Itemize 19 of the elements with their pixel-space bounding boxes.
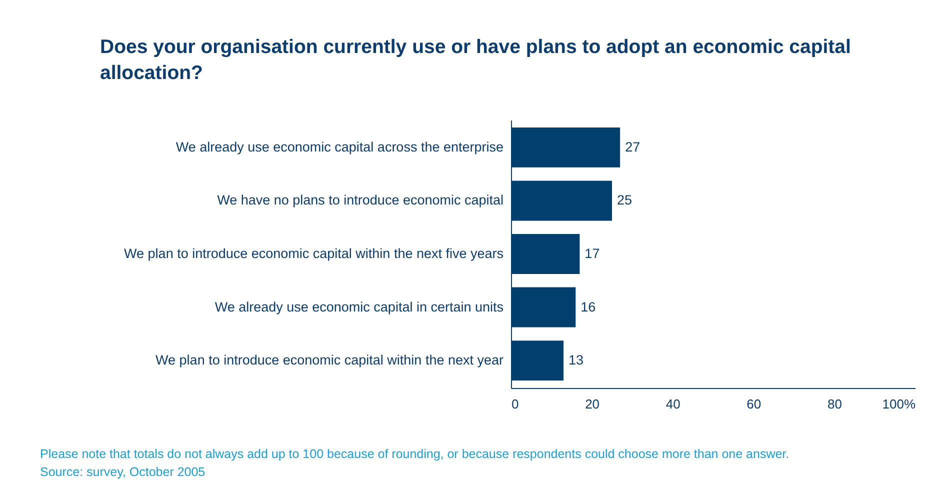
x-tick-label: 0 xyxy=(512,396,519,412)
y-tick-label: We plan to introduce economic capital within the next year xyxy=(156,352,504,368)
x-tick-label: 100% xyxy=(882,396,916,412)
y-tick-label: We plan to introduce economic capital within the next five years xyxy=(124,246,504,261)
source-note: Source: survey, October 2005 xyxy=(40,464,206,481)
data-label: 16 xyxy=(580,299,596,314)
y-tick-label: We have no plans to introduce economic capital xyxy=(217,192,504,208)
x-tick-label: 20 xyxy=(585,396,600,412)
x-tick-label: 40 xyxy=(666,396,680,412)
text: Please note that totals do not always add up to 100 because of rounding, or because respondents could choose more than one answer. xyxy=(40,446,790,463)
data-label: 25 xyxy=(617,192,632,208)
x-tick-label: 80 xyxy=(827,396,842,412)
y-tick-label: We already use economic capital across the enterprise xyxy=(176,139,504,154)
y-tick-label: We already use economic capital in certain units xyxy=(214,299,504,314)
data-label: 13 xyxy=(568,352,584,368)
x-tick-label: 60 xyxy=(746,396,762,412)
chart-title: Does your organisation currently use or have plans to adopt an economic capital allocation? xyxy=(100,35,852,86)
data-label: 27 xyxy=(625,139,640,154)
data-label: 17 xyxy=(584,246,600,261)
